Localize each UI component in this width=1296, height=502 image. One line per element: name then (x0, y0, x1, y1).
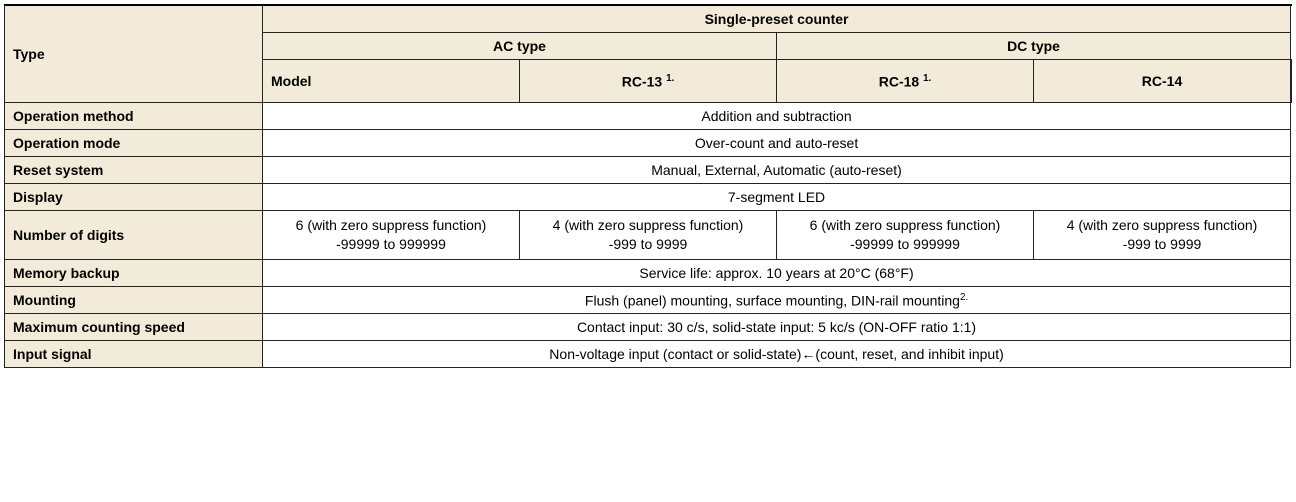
row-digits-c4: 4 (with zero suppress function)-999 to 9… (1034, 211, 1291, 260)
model-rc18: RC-18 1. (777, 60, 1034, 103)
header-counter: Single-preset counter (263, 5, 1291, 33)
header-ac: AC type (263, 33, 777, 60)
row-digits-label: Number of digits (5, 211, 263, 260)
model-rc19: RC-19 (1291, 60, 1292, 103)
header-type: Type (5, 5, 263, 103)
row-reset-system-label: Reset system (5, 157, 263, 184)
row-reset-system-value: Manual, External, Automatic (auto-reset) (263, 157, 1291, 184)
model-rc14: RC-14 (1034, 60, 1291, 103)
row-maxspeed-value: Contact input: 30 c/s, solid-state input… (263, 314, 1291, 341)
header-model: Model (263, 60, 520, 103)
row-operation-mode-label: Operation mode (5, 130, 263, 157)
row-digits-c2: 4 (with zero suppress function)-999 to 9… (520, 211, 777, 260)
row-digits-c3: 6 (with zero suppress function)-99999 to… (777, 211, 1034, 260)
spec-table: Type Single-preset counter AC type DC ty… (4, 4, 1292, 368)
row-inputsignal-value: Non-voltage input (contact or solid-stat… (263, 341, 1291, 368)
row-memory-label: Memory backup (5, 259, 263, 286)
row-operation-method-value: Addition and subtraction (263, 103, 1291, 130)
row-inputsignal-label: Input signal (5, 341, 263, 368)
row-mounting-value: Flush (panel) mounting, surface mounting… (263, 286, 1291, 314)
header-dc: DC type (777, 33, 1291, 60)
row-operation-method-label: Operation method (5, 103, 263, 130)
row-display-value: 7-segment LED (263, 184, 1291, 211)
row-mounting-label: Mounting (5, 286, 263, 314)
row-operation-mode-value: Over-count and auto-reset (263, 130, 1291, 157)
row-memory-value: Service life: approx. 10 years at 20°C (… (263, 259, 1291, 286)
row-digits-c1: 6 (with zero suppress function)-99999 to… (263, 211, 520, 260)
model-rc13: RC-13 1. (520, 60, 777, 103)
row-maxspeed-label: Maximum counting speed (5, 314, 263, 341)
row-display-label: Display (5, 184, 263, 211)
